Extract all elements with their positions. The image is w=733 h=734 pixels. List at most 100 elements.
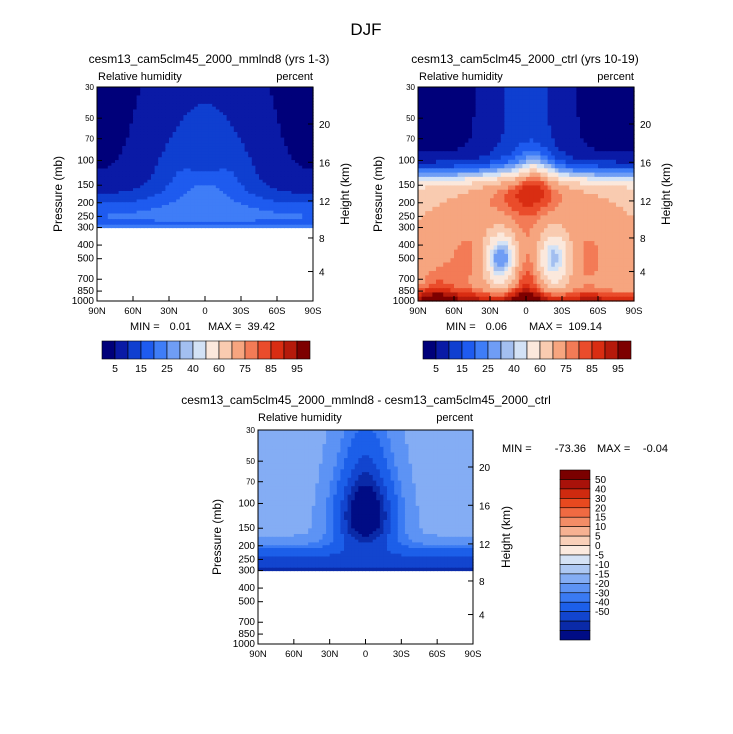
field-cell [302,89,307,94]
field-cell [201,213,206,217]
field-cell [518,138,523,144]
field-cell [280,148,285,153]
field-cell [187,115,192,119]
field-cell [287,157,292,161]
field-cell [219,202,224,206]
field-cell [169,193,174,198]
field-cell [486,202,491,208]
field-cell [421,95,426,101]
field-cell [601,108,606,114]
field-cell [219,103,224,108]
field-cell [100,146,105,150]
field-cell [587,211,592,216]
field-cell [244,131,249,136]
field-cell [468,219,473,225]
field-cell [284,98,289,102]
field-cell [122,148,127,153]
field-cell [273,162,278,167]
field-cell [305,101,310,105]
field-cell [172,109,177,113]
field-cell [482,91,487,97]
field-cell [244,123,249,127]
field-cell [255,106,260,111]
field-cell [551,155,556,161]
field-cell [143,165,148,170]
field-cell [255,176,260,181]
field-cell [515,116,520,122]
field-cell [601,202,606,208]
field-cell [486,91,491,97]
field-cell [305,103,310,108]
field-cell [154,185,159,189]
field-cell [479,112,484,118]
field-cell [464,198,469,204]
field-cell [450,194,455,199]
field-cell [212,221,217,226]
field-cell [143,179,148,184]
field-cell [277,179,282,184]
field-cell [208,216,213,220]
field-cell [183,87,188,91]
field-cell [608,104,613,109]
field-cell [147,126,152,130]
field-cell [486,142,491,148]
field-cell [457,159,462,165]
x-tick-label: 30S [233,306,250,317]
field-cell [626,95,631,101]
field-cell [457,99,462,105]
field-cell [576,116,581,122]
field-cell [244,210,249,215]
colorbar-label: 40 [187,363,199,375]
field-cell [97,168,102,172]
field-cell [280,179,285,184]
field-cell [158,151,163,156]
field-cell [547,112,552,118]
field-cell [190,224,195,229]
field-cell [572,159,577,165]
field-cell [464,206,469,212]
field-cell [262,92,267,97]
field-cell [165,154,170,158]
field-cell [565,176,570,182]
field-cell [454,176,459,182]
field-cell [244,87,249,91]
field-cell [262,112,267,116]
field-cell [576,129,581,135]
field-cell [161,168,166,172]
field-cell [302,137,307,141]
field-cell [161,188,166,192]
field-cell [151,143,156,147]
field-cell [580,164,585,169]
field-cell [450,91,455,97]
field-cell [436,95,441,101]
field-cell [482,185,487,191]
field-cell [594,129,599,135]
field-cell [554,168,559,174]
field-cell [558,108,563,114]
field-cell [208,157,213,161]
field-cell [526,125,531,131]
field-cell [450,104,455,109]
field-cell [194,87,199,91]
field-cell [269,157,274,161]
field-cell [583,146,588,152]
field-cell [439,155,444,161]
field-cell [241,103,246,108]
field-cell [226,193,231,198]
field-cell [287,199,292,203]
field-cell [605,142,610,148]
field-cell [122,176,127,181]
field-cell [190,199,195,203]
field-cell [266,154,271,158]
field-cell [277,101,282,105]
field-cell [255,207,260,212]
field-cell [115,89,120,94]
field-cell [295,106,300,111]
field-cell [205,87,210,91]
field-cell [223,196,228,201]
field-cell [616,206,621,212]
field-cell [230,188,235,192]
field-cell [169,103,174,108]
field-cell [147,92,152,97]
field-cell [291,115,296,119]
